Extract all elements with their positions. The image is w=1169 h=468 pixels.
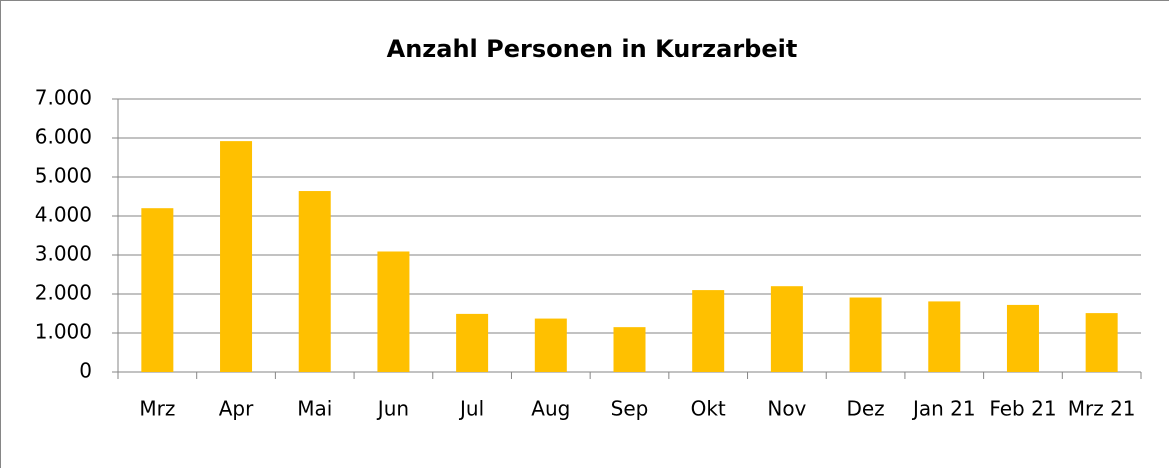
y-tick-label: 0 (79, 359, 92, 383)
bar (1006, 304, 1039, 372)
bar (928, 301, 961, 372)
x-tick-label: Okt (691, 397, 726, 421)
x-tick-label: Jul (458, 397, 484, 421)
x-tick-label: Mrz (139, 397, 175, 421)
bar (456, 313, 489, 372)
x-tick-label: Sep (611, 397, 649, 421)
y-tick-label: 2.000 (35, 281, 92, 305)
y-tick-label: 5.000 (35, 164, 92, 188)
bar (220, 141, 253, 372)
chart-title: Anzahl Personen in Kurzarbeit (387, 35, 798, 63)
y-tick-label: 4.000 (35, 203, 92, 227)
x-tick-label: Dez (846, 397, 884, 421)
x-tick-label: Feb 21 (989, 397, 1056, 421)
bar (298, 191, 331, 372)
y-tick-label: 3.000 (35, 242, 92, 266)
bar (849, 297, 882, 372)
bar (692, 290, 725, 372)
x-tick-label: Mrz 21 (1068, 397, 1136, 421)
bar (534, 318, 567, 372)
y-tick-label: 7.000 (35, 86, 92, 110)
bar (377, 251, 410, 372)
x-tick-label: Jan 21 (911, 397, 976, 421)
bar (613, 327, 646, 372)
x-tick-label: Aug (531, 397, 570, 421)
x-tick-label: Mai (297, 397, 332, 421)
x-tick-label: Nov (767, 397, 806, 421)
x-tick-label: Apr (219, 397, 254, 421)
x-tick-label: Jun (376, 397, 409, 421)
y-tick-label: 6.000 (35, 125, 92, 149)
bar (770, 286, 803, 372)
bar (141, 208, 174, 372)
bar (1085, 313, 1118, 372)
y-tick-label: 1.000 (35, 320, 92, 344)
